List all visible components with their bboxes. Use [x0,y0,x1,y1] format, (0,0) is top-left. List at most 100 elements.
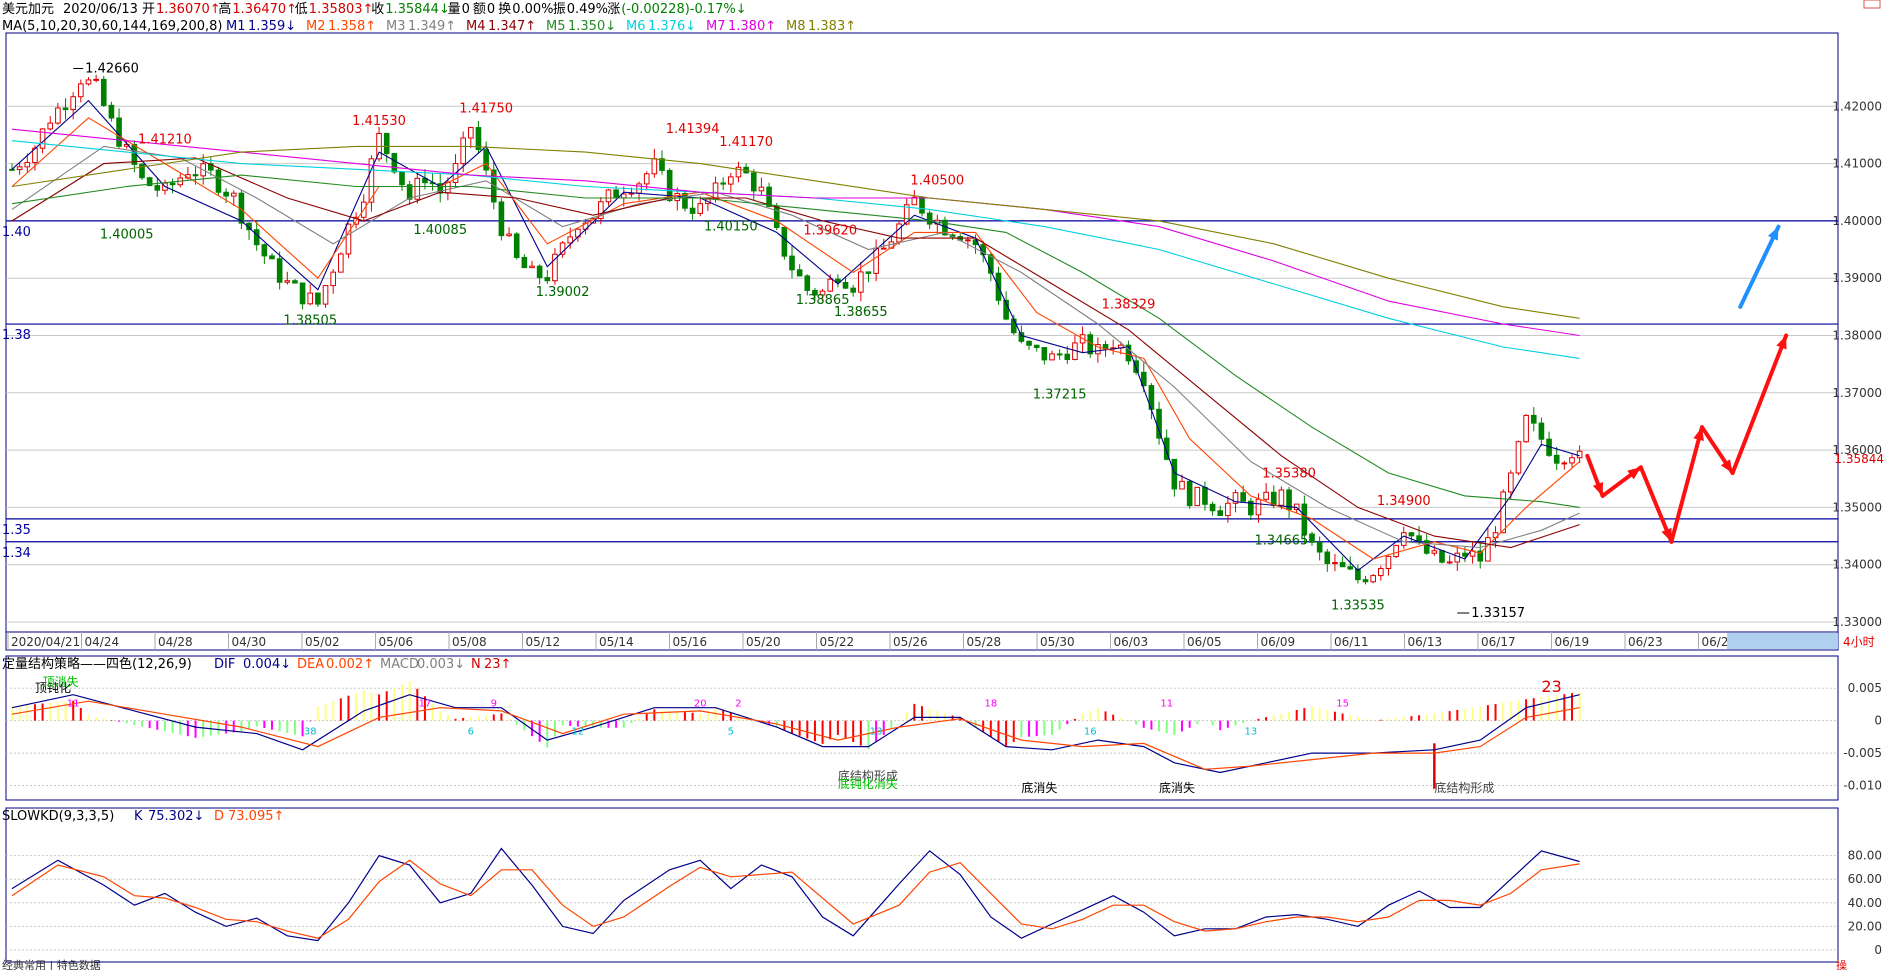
candle-body [47,122,54,130]
candle-body [1569,457,1575,464]
candle-body [796,269,803,277]
symbol-name: 美元加元 [2,2,54,17]
macd-signal-label: 底结构形成 [1434,780,1494,795]
candle-body [498,201,505,237]
kd-title: SLOWKD(9,3,3,5) [2,809,114,824]
candle-body [1332,562,1338,565]
candle-body [605,189,612,203]
peak-label: 1.40500 [910,173,964,188]
footer-tabs[interactable]: 经典常用 | 特色数据 [2,958,101,970]
date-tick-label: 06/13 [1408,635,1443,649]
candle-body [598,201,604,220]
quote-label-0: 开 [142,2,155,17]
candle-body [223,191,229,197]
candle-body [276,258,283,283]
kd-value-label: K [134,809,143,824]
peak-label: 1.41170 [719,135,773,150]
date-tick-label: 06/17 [1481,635,1516,649]
price-panel[interactable]: 1.33000 1.34000 1.35000 1.36000 1.37000 1.380… [2,32,1884,633]
footer-right[interactable]: 操 [1836,958,1847,970]
period-label[interactable]: 4小时 [1843,635,1875,649]
quote-label-1: 高 [218,1,231,17]
window-restore-icon[interactable] [1863,0,1881,9]
candle-body [697,203,704,214]
candle-body [1439,550,1445,563]
date-tick-label: 04/28 [158,635,193,649]
candle-body [1500,491,1506,534]
quote-value-0: 1.36070↑ [156,2,221,17]
trough-label: 1.40150 [704,219,758,234]
candle-body [1477,550,1484,562]
ma-line-m6 [11,140,1580,359]
candle-body [406,184,413,200]
candle-body [253,229,260,246]
candle-body [1347,566,1354,570]
candle-body [55,107,61,124]
date-tick-label: 06/09 [1261,635,1296,649]
candle-body [208,163,214,171]
candle-body [437,183,444,194]
kd-tick-label: 20.00 [1848,919,1882,933]
macd-value-label: DIF [214,657,235,672]
candle-body [192,174,199,177]
kd-tick-label: 60.00 [1848,872,1882,886]
ma-value-6: 1.380↑ [728,19,776,34]
ma-line-m2 [11,117,1580,560]
macd-tick-label: 0.005 [1848,681,1882,695]
candle-body [215,169,222,193]
trough-label: 1.38505 [283,314,337,329]
candle-body [315,292,321,305]
macd-value-label: N [471,657,481,672]
candle-body [720,182,726,185]
macd-panel[interactable]: 0.005 0 -0.005 -0.010 11 38 17 6 9 12 20 2 5 13 18 16 11… [5,655,1882,801]
date-axis: 2020/04/21 04/24 04/28 04/30 05/02 05/06 05/08… [5,631,1839,651]
macd-count-label: 17 [419,699,432,710]
kd-panel[interactable]: 80.00 60.00 40.00 20.00 0 [5,807,1882,963]
candle-body [858,271,864,293]
candle-body [781,226,788,257]
candle-body [850,287,856,293]
candle-body [1240,492,1246,502]
candle-body [1408,532,1415,537]
peak-label: 1.41210 [138,133,192,148]
macd-signal-label: 底消失 [1159,780,1195,795]
macd-signal-label: 顶钝化 [35,681,71,695]
macd-count-label: 11 [67,699,80,710]
kd-frame [5,807,1839,963]
price-tick-label: 1.36000 [1832,443,1882,457]
macd-signal-label: 底结构形成 [838,768,898,783]
kd-tick-label: 80.00 [1848,849,1882,863]
support-level-label: 1.40 [2,225,31,240]
date-tick-label: 04/30 [232,635,267,649]
peak-label: 1.41394 [666,122,720,137]
candle-body [896,223,902,243]
candle-body [1041,347,1048,361]
date-tick-label: 06/11 [1334,635,1369,649]
candle-body [261,244,268,257]
candle-body [345,223,352,255]
candle-body [1423,540,1430,554]
peak-label: 1.39620 [803,224,857,239]
candle-body [1202,486,1208,505]
candle-body [643,173,650,185]
ma-label-3: M4 [466,19,486,34]
trough-label: 1.37215 [1033,387,1087,402]
price-tick-label: 1.33000 [1832,615,1882,629]
candle-body [1576,450,1583,459]
date-tick-label: 05/08 [452,635,487,649]
macd-tick-label: 0 [1874,714,1882,728]
candle-body [1316,541,1323,553]
ma-value-2: 1.349↑ [408,19,456,34]
candle-body [903,204,910,225]
candle-body [100,78,107,106]
candle-body [1003,299,1009,320]
candle-body [1378,568,1384,577]
peak-label: 1.41750 [459,102,513,117]
macd-signal-label: 底消失 [1021,780,1057,795]
quote-value-1: 1.36470↑ [232,2,297,17]
forecast-arrow-red-head [1720,459,1733,474]
price-tick-label: 1.35000 [1832,500,1882,514]
macd-title: 定量结构策略——四色(12,26,9) [2,656,192,672]
peak-label: 1.34900 [1377,494,1431,509]
